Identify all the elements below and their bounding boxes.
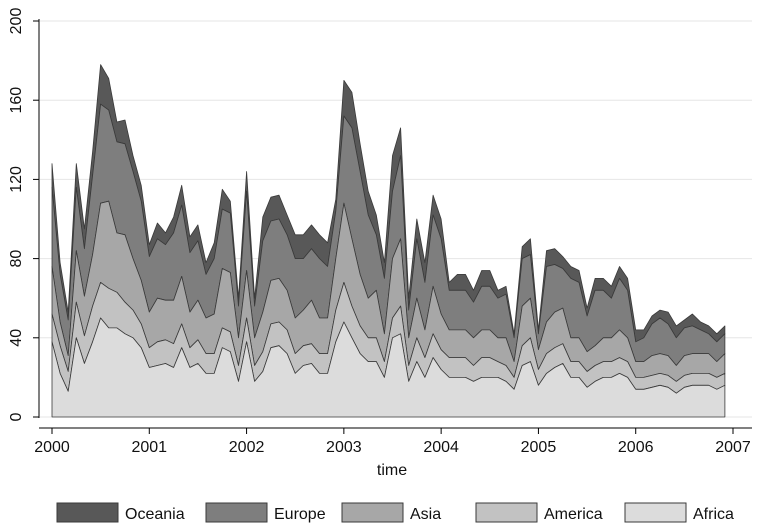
- legend-swatch: [341, 502, 404, 523]
- y-tick-label: 200: [8, 8, 25, 35]
- area-series: [51, 64, 726, 418]
- ticks: 0 40 80 120 160 200 2000 2001 2002 2003 2004 2005 20…: [8, 8, 751, 456]
- y-tick-label: 80: [8, 250, 25, 268]
- y-tick-label: 120: [8, 166, 25, 193]
- legend-label: Oceania: [125, 506, 185, 523]
- legend: Oceania Europe Asia America Africa: [56, 502, 734, 523]
- x-tick-label: 2002: [229, 439, 265, 456]
- axes: [38, 19, 752, 429]
- x-tick-label: 2001: [131, 439, 167, 456]
- x-tick-label: 2006: [618, 439, 654, 456]
- x-tick-label: 2004: [423, 439, 459, 456]
- x-tick-label: 2000: [34, 439, 70, 456]
- y-tick-label: 160: [8, 87, 25, 114]
- x-tick-label: 2007: [715, 439, 751, 456]
- x-axis-title: time: [377, 462, 407, 479]
- legend-swatch: [205, 502, 268, 523]
- legend-label: Asia: [410, 506, 441, 523]
- area-series-africa: [51, 317, 726, 418]
- legend-item-asia: Asia: [341, 502, 441, 523]
- legend-item-oceania: Oceania: [56, 502, 185, 523]
- legend-label: Europe: [274, 506, 326, 523]
- legend-label: Africa: [693, 506, 734, 523]
- legend-swatch: [56, 502, 119, 523]
- x-tick-label: 2003: [326, 439, 362, 456]
- x-tick-label: 2005: [521, 439, 557, 456]
- legend-swatch: [475, 502, 538, 523]
- legend-swatch: [624, 502, 687, 523]
- y-tick-label: 0: [8, 412, 25, 421]
- legend-label: America: [544, 506, 603, 523]
- legend-item-america: America: [475, 502, 603, 523]
- legend-item-europe: Europe: [205, 502, 326, 523]
- legend-item-africa: Africa: [624, 502, 734, 523]
- y-tick-label: 40: [8, 329, 25, 347]
